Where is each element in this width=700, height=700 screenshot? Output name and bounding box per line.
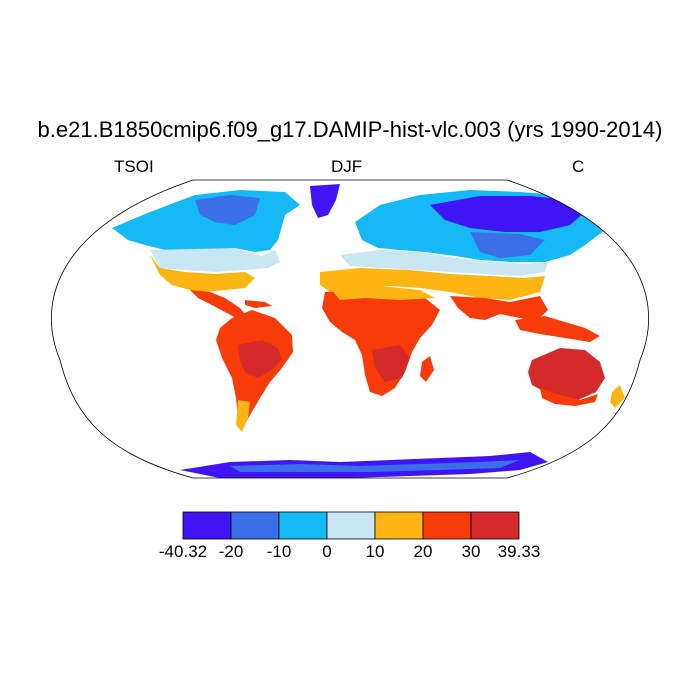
colorbar-tick-label: 39.33 [497,542,541,561]
colorbar-tick-label: 30 [461,542,481,561]
south-america-hottest [238,340,282,378]
antarctica-coast [230,460,520,472]
colorbar-box [374,511,424,540]
map-title: b.e21.B1850cmip6.f09_g17.DAMIP-hist-vlc.… [37,117,663,142]
new-zealand [610,385,625,408]
southeast-asia-islands [515,316,600,342]
colorbar-tick-label: -10 [266,542,292,561]
colorbar-box [326,511,376,540]
australia [528,348,605,400]
australia-south [540,388,598,406]
colorbar-box [230,511,280,540]
colorbar-tick-label: 20 [413,542,433,561]
caribbean [245,300,272,308]
patagonia [236,400,250,432]
siberia-coldest [430,196,585,232]
colorbar-tick-label: 0 [322,542,332,561]
africa-hot [322,290,440,396]
season-label: DJF [331,157,363,176]
colorbar [182,511,520,540]
north-america-cool [150,248,280,272]
variable-label: TSOI [114,157,154,176]
subtropical-warm [320,268,545,300]
colorbar-box [422,511,472,540]
colorbar-tick-label: -20 [218,542,244,561]
greenland [310,184,340,218]
south-asia [450,296,548,322]
colorbar-tick-label: 10 [365,542,385,561]
colorbar-box [278,511,328,540]
madagascar [420,356,434,382]
colorbar-tick-label: -40.32 [158,542,208,561]
units-label: C [572,157,585,176]
land-layer [112,184,625,478]
north-america-warm [150,255,255,292]
central-asia-colder [470,232,545,258]
colorbar-box [470,511,520,540]
north-america-colder [195,195,260,225]
africa-hottest [372,345,410,382]
sahara-hot [330,286,435,300]
mid-latitude-cool [340,250,548,276]
globe-outline [51,179,649,479]
colorbar-box [182,511,232,540]
central-america [190,290,248,320]
